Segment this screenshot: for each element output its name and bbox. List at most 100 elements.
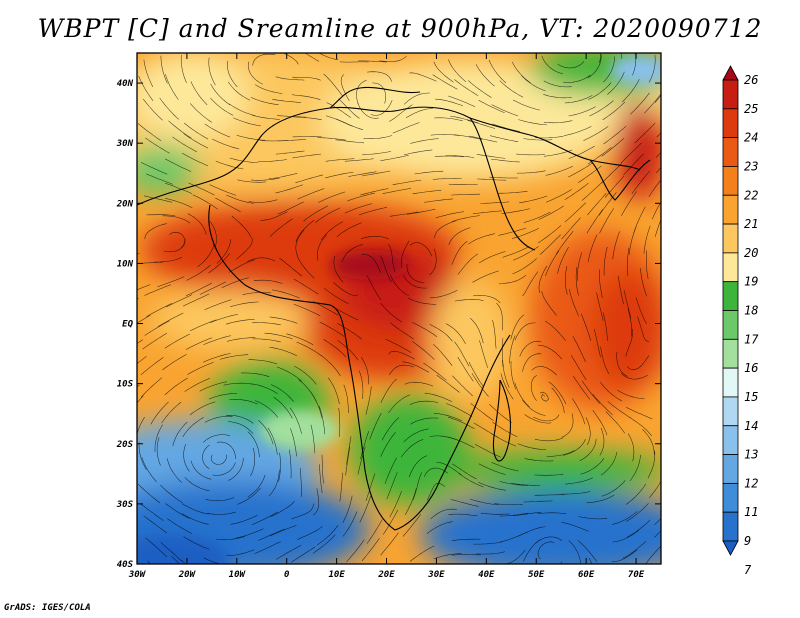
streamline [589, 100, 614, 117]
streamline [145, 537, 167, 558]
streamline [598, 192, 617, 216]
streamline [539, 391, 549, 402]
streamline [545, 165, 574, 176]
streamline [488, 59, 507, 84]
streamline [472, 210, 502, 215]
streamline [171, 556, 180, 564]
streamline [564, 266, 568, 295]
streamline [621, 373, 648, 380]
streamline [240, 372, 270, 377]
streamline [188, 182, 215, 196]
streamline [181, 503, 209, 515]
streamline [321, 454, 324, 484]
streamline [137, 483, 161, 504]
streamline [607, 401, 632, 419]
streamline [458, 472, 484, 488]
streamline [166, 458, 182, 483]
streamline [434, 413, 462, 422]
streamline [161, 401, 182, 424]
streamline [432, 178, 462, 180]
streamline [572, 375, 591, 400]
streamline [143, 515, 167, 534]
streamline [621, 191, 638, 216]
streamline [180, 54, 187, 84]
streamline [575, 267, 579, 296]
streamline [511, 228, 539, 239]
lon-tick-label: 40E [478, 570, 495, 580]
streamline [489, 404, 512, 423]
streamline [258, 528, 286, 541]
streamline [332, 306, 359, 321]
streamline [411, 341, 435, 360]
streamline [342, 495, 353, 523]
streamline [204, 123, 231, 138]
streamline [578, 165, 602, 183]
streamline [380, 432, 396, 457]
streamline [564, 477, 594, 485]
streamline [545, 250, 560, 276]
streamline [588, 82, 612, 100]
streamline [471, 373, 489, 397]
streamline [255, 84, 283, 94]
streamline [564, 126, 592, 136]
streamline [400, 240, 410, 268]
streamline [237, 487, 261, 505]
streamline [269, 346, 298, 356]
streamline [423, 362, 447, 381]
streamline [454, 341, 470, 367]
streamline [561, 491, 591, 495]
streamline [233, 117, 261, 127]
streamline [160, 542, 183, 562]
streamline [434, 117, 463, 122]
streamline [496, 302, 503, 331]
colorbar-label: 24 [744, 131, 758, 145]
streamline [409, 400, 439, 405]
streamline [165, 198, 193, 209]
streamline [580, 313, 592, 341]
streamline [367, 71, 392, 82]
streamline [537, 344, 563, 360]
streamline [228, 421, 254, 435]
streamline [523, 500, 553, 503]
streamline [409, 242, 432, 257]
streamline [634, 122, 656, 144]
streamline [226, 319, 255, 325]
streamline [208, 253, 230, 274]
streamline [210, 97, 234, 116]
streamline [187, 213, 207, 235]
streamline [156, 437, 161, 466]
streamline [522, 399, 546, 416]
streamline [164, 158, 192, 172]
streamline [292, 94, 321, 100]
streamline [199, 381, 227, 392]
streamline [203, 557, 223, 564]
streamline [270, 500, 295, 518]
streamline [362, 151, 391, 156]
streamline [401, 439, 424, 458]
latitude-axis: 40N 30N 20N 10N EQ 10S 20S 30S 40S [116, 79, 661, 570]
streamline [402, 361, 430, 373]
lat-tick-label: 40N [117, 79, 134, 89]
streamline [389, 274, 409, 297]
streamline [627, 433, 635, 462]
streamline [545, 189, 572, 203]
streamline [581, 380, 601, 404]
streamline [564, 182, 589, 200]
colorbar-swatch [722, 425, 739, 455]
streamline [145, 137, 170, 154]
streamline [403, 428, 429, 443]
streamline [603, 56, 615, 83]
streamline [389, 364, 414, 376]
streamline [557, 61, 585, 69]
streamline [236, 236, 253, 260]
streamline [450, 499, 479, 507]
streamline [189, 401, 216, 416]
streamline [492, 421, 518, 437]
streamline [478, 99, 505, 113]
streamline [386, 472, 398, 500]
streamline [514, 382, 530, 408]
streamline [267, 427, 278, 455]
streamline [629, 454, 641, 482]
streamline [623, 290, 632, 319]
